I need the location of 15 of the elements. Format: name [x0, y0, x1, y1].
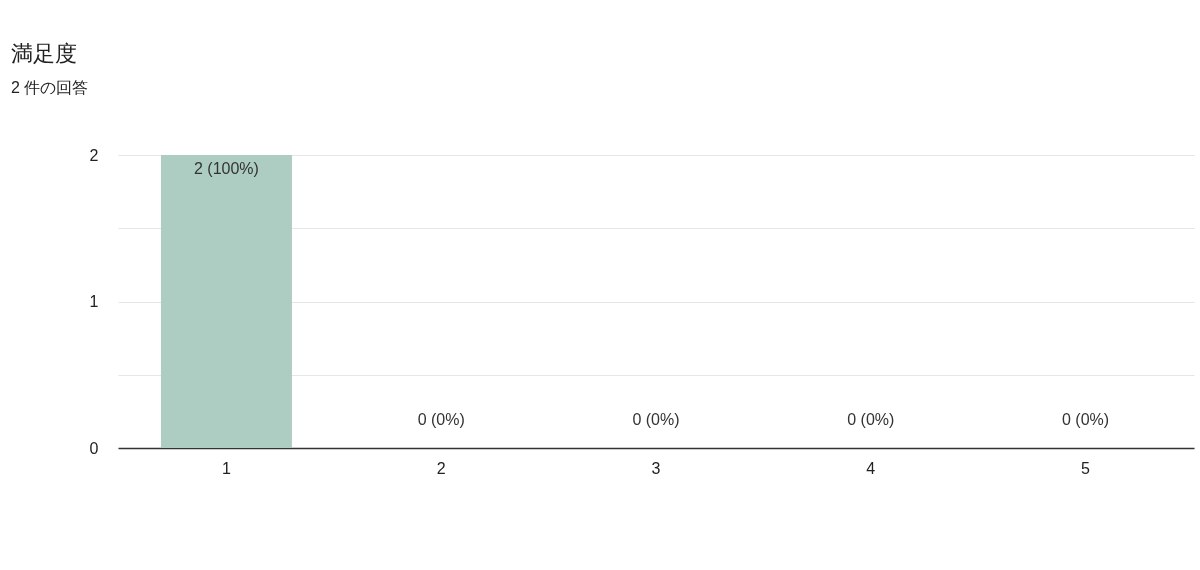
chart-subtitle: 2 件の回答 — [11, 79, 89, 96]
data-label: 0 (0%) — [1061, 411, 1110, 428]
data-label: 0 (0%) — [417, 411, 465, 428]
x-tick-label: 5 — [1081, 459, 1091, 477]
x-tick-label: 4 — [866, 459, 876, 477]
data-label: 0 (0%) — [632, 411, 680, 428]
x-tick-label: 2 — [436, 459, 446, 477]
y-tick-label: 1 — [89, 293, 99, 310]
y-tick-label: 0 — [89, 439, 99, 457]
data-label: 2 (100%) — [194, 160, 259, 177]
x-tick-label: 1 — [222, 459, 232, 477]
data-label: 0 (0%) — [847, 411, 895, 428]
chart-title: 満足度 — [11, 41, 78, 66]
x-tick-label: 3 — [651, 459, 661, 477]
y-tick-label: 2 — [89, 146, 99, 164]
